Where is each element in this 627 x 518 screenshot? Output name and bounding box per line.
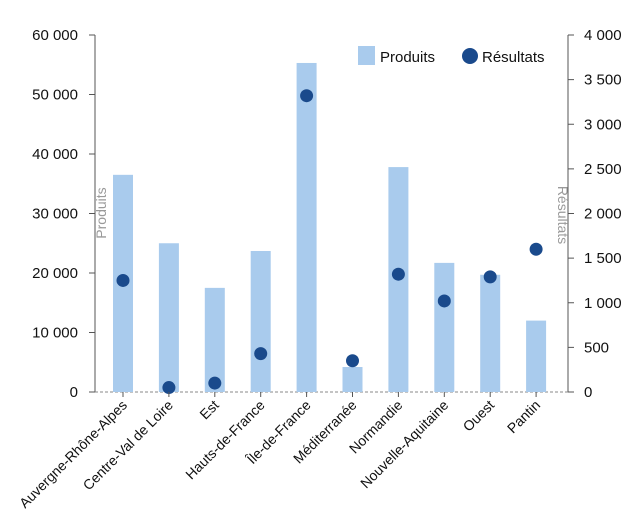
result-point: [391, 267, 405, 281]
legend-label-resultats: Résultats: [482, 49, 545, 66]
result-point: [208, 376, 222, 390]
right-ticks: 0 500 1 000 1 500 2 000 2 500 3 000 3 500 4 000: [568, 27, 622, 401]
result-point: [437, 294, 451, 308]
right-tick-label: 1 500: [584, 250, 622, 267]
category-label: Pantin: [504, 397, 543, 436]
bar: [204, 287, 225, 392]
right-tick-label: 1 000: [584, 295, 622, 312]
bar: [480, 274, 501, 392]
dots: [116, 89, 543, 395]
bar: [296, 62, 317, 393]
right-tick-label: 3 000: [584, 116, 622, 133]
category-label: Centre-Val de Loire: [80, 397, 177, 494]
left-ticks: 0 10 000 20 000 30 000 40 000 50 000 60 000: [32, 27, 95, 401]
right-tick-label: 2 500: [584, 161, 622, 178]
left-tick-label: 10 000: [32, 325, 78, 342]
result-point: [116, 273, 130, 287]
legend-swatch-produits: [358, 46, 375, 65]
bar: [342, 367, 363, 392]
left-tick-label: 40 000: [32, 146, 78, 163]
left-tick-label: 50 000: [32, 87, 78, 104]
bar: [526, 320, 547, 392]
result-point: [529, 242, 543, 256]
left-tick-label: 60 000: [32, 27, 78, 44]
left-tick-label: 0: [70, 384, 78, 401]
left-tick-label: 30 000: [32, 206, 78, 223]
right-tick-label: 0: [584, 384, 592, 401]
legend-marker-resultats: [462, 48, 478, 64]
right-tick-label: 4 000: [584, 27, 622, 44]
bar: [250, 250, 271, 392]
result-point: [346, 354, 359, 368]
right-tick-label: 500: [584, 339, 609, 356]
result-point: [300, 89, 314, 103]
category-label: Nouvelle-Aquitaine: [357, 397, 452, 492]
y-axis-title: Produits: [93, 187, 109, 238]
category-label: Hauts-de-France: [182, 397, 268, 483]
right-tick-label: 2 000: [584, 206, 622, 223]
legend: Produits Résultats: [358, 46, 545, 66]
bars: [113, 62, 547, 393]
legend-label-produits: Produits: [380, 49, 435, 66]
right-tick-label: 3 500: [584, 72, 622, 89]
category-label: Est: [196, 397, 222, 423]
category-label: Ouest: [460, 397, 498, 435]
result-point: [254, 347, 268, 361]
left-tick-label: 20 000: [32, 265, 78, 282]
bar: [158, 243, 179, 392]
result-point: [162, 381, 176, 395]
result-point: [483, 270, 497, 284]
y2-axis-title: Résultats: [555, 186, 571, 244]
bar: [434, 262, 455, 392]
